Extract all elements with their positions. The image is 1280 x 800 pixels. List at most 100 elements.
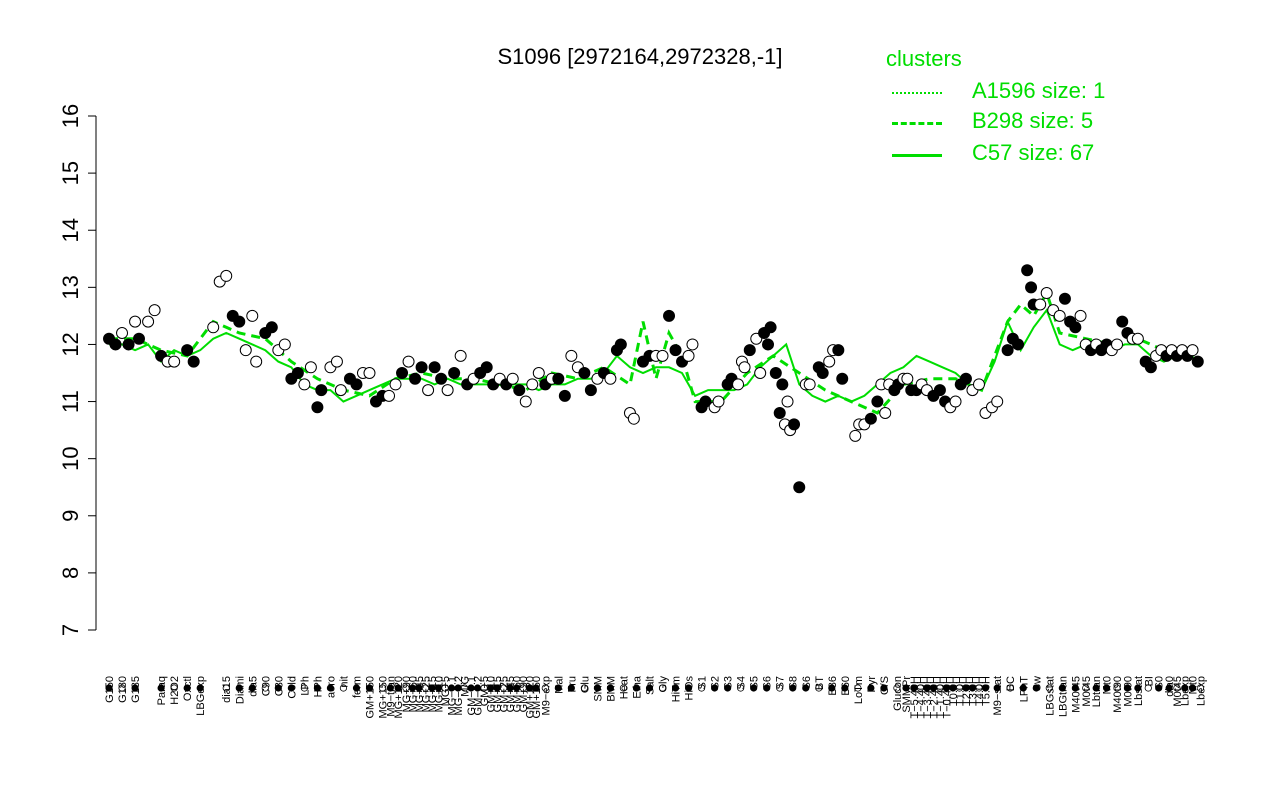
x-tick-label: Salt xyxy=(644,676,656,695)
x-marker xyxy=(300,684,308,692)
x-marker xyxy=(105,684,113,692)
data-point-filled xyxy=(836,372,849,385)
x-marker xyxy=(378,684,387,692)
data-point-filled xyxy=(1116,315,1129,328)
x-tick-label: M0t90 xyxy=(1122,676,1134,707)
x-marker xyxy=(1032,684,1040,692)
x-tick-label: T1.0H xyxy=(954,676,966,706)
x-marker xyxy=(261,684,269,692)
x-tick-label: T5.0H xyxy=(980,676,992,706)
x-tick-label: S2 xyxy=(710,676,722,689)
data-point-filled xyxy=(415,361,428,374)
x-marker xyxy=(854,684,862,692)
series-line-b298 xyxy=(109,289,1204,415)
data-point-open xyxy=(803,378,816,391)
x-marker xyxy=(287,684,295,692)
data-point-open xyxy=(383,389,396,402)
x-tick-label: MG+150 xyxy=(378,676,390,719)
x-tick-label: M/G xyxy=(460,676,472,697)
data-point-filled xyxy=(132,332,145,345)
data-point-filled xyxy=(1191,355,1204,368)
x-tick-label: M40t45 xyxy=(1070,676,1082,713)
x-marker xyxy=(645,684,654,692)
x-tick-label: aero xyxy=(325,676,337,698)
x-marker xyxy=(1019,684,1027,692)
chart-title: S1096 [2972164,2972328,-1] xyxy=(497,44,783,69)
x-marker xyxy=(183,684,191,692)
x-tick-label: GM+25 xyxy=(499,676,511,712)
x-tick-label: dia15 xyxy=(221,676,233,703)
data-point-filled xyxy=(769,367,782,379)
x-tick-label: M9−tran xyxy=(385,676,397,717)
data-point-open xyxy=(1040,287,1053,300)
x-tick-label: T0.0H xyxy=(948,676,960,706)
x-tick-label: Gly xyxy=(658,676,670,693)
data-point-filled xyxy=(187,355,200,368)
legend-label: C57 size: 67 xyxy=(972,140,1095,165)
x-marker xyxy=(118,684,126,692)
legend-item-c57: C57 size: 67 xyxy=(886,140,1176,170)
x-marker xyxy=(684,684,693,692)
x-marker xyxy=(339,684,348,692)
x-tick-label: Fru xyxy=(566,676,578,693)
x-marker xyxy=(750,684,758,692)
data-point-open xyxy=(506,372,519,385)
y-tick-label: 10 xyxy=(58,446,83,470)
data-point-filled xyxy=(1001,344,1014,357)
x-tick-label: T4.0H xyxy=(974,676,986,706)
x-tick-label: Paraq xyxy=(156,676,168,705)
y-tick-label: 13 xyxy=(58,275,83,299)
x-tick-label: S6 xyxy=(762,676,774,689)
x-marker xyxy=(993,684,1001,692)
x-tick-label: G150 xyxy=(104,676,116,703)
x-tick-label: BMM xyxy=(605,676,617,702)
x-axis: G150 G180 G135 Paraq H2O2 Oxctl LBGexp dia15 Dia… xyxy=(104,675,1207,718)
x-tick-label: M9−exp xyxy=(540,676,552,715)
x-tick-label: C90 xyxy=(260,676,272,696)
x-tick-label: Mt0 xyxy=(1188,676,1200,694)
data-point-filled xyxy=(409,372,422,385)
x-marker xyxy=(776,684,784,692)
x-tick-label: dia5 xyxy=(247,676,259,697)
x-tick-label: BT xyxy=(814,676,826,690)
x-marker xyxy=(196,684,204,692)
y-tick-label: 12 xyxy=(58,332,83,356)
y-tick-label: 11 xyxy=(58,390,83,413)
data-point-filled xyxy=(764,321,777,334)
y-axis: 7 8 9 10 11 12 13 14 15 16 xyxy=(58,104,97,636)
data-point-open xyxy=(532,367,545,379)
x-marker xyxy=(580,684,588,692)
x-marker xyxy=(248,684,256,692)
x-tick-label: GM+90 xyxy=(518,676,530,712)
x-marker xyxy=(1188,684,1197,692)
x-marker xyxy=(554,684,562,692)
x-marker xyxy=(1092,684,1100,692)
x-marker xyxy=(1165,684,1173,692)
data-points xyxy=(103,264,1204,494)
x-marker xyxy=(352,684,361,692)
data-point-open xyxy=(627,412,640,425)
data-point-filled xyxy=(552,372,565,385)
x-tick-label: GM+45 xyxy=(505,676,517,712)
data-point-open xyxy=(781,395,794,408)
data-point-filled xyxy=(311,401,324,414)
x-marker xyxy=(697,684,706,692)
y-tick-label: 16 xyxy=(58,104,83,128)
data-point-filled xyxy=(788,418,801,431)
x-marker xyxy=(365,684,374,692)
data-point-open xyxy=(604,372,617,385)
x-tick-label: B60 xyxy=(840,676,852,696)
x-tick-label: Lbstat xyxy=(1133,676,1145,706)
data-point-open xyxy=(879,406,892,419)
data-point-open xyxy=(732,378,745,391)
x-tick-label: Cold xyxy=(286,676,298,699)
x-marker xyxy=(828,684,836,692)
x-tick-label: LBGexp xyxy=(195,676,207,716)
x-marker xyxy=(394,684,402,692)
solid-line-swatch xyxy=(892,154,942,157)
x-marker xyxy=(711,684,719,692)
data-point-filled xyxy=(816,367,829,379)
x-tick-label: S7 xyxy=(775,676,787,689)
x-tick-label: MG+45 xyxy=(414,676,426,712)
legend-title: clusters xyxy=(886,46,962,71)
